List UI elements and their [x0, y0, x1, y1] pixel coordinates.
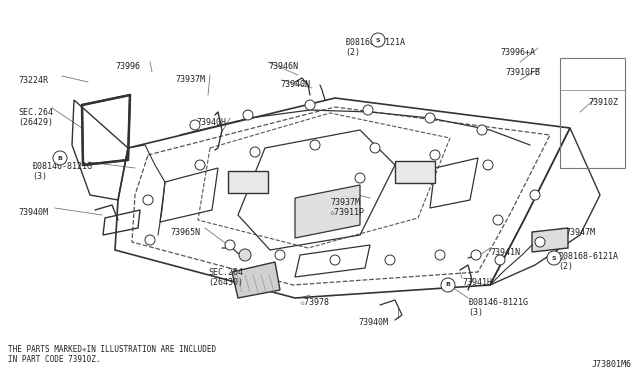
Text: J73801M6: J73801M6	[592, 360, 632, 369]
Text: Ð08146-8121G
(3): Ð08146-8121G (3)	[32, 162, 92, 182]
Circle shape	[143, 195, 153, 205]
Polygon shape	[532, 228, 568, 252]
Circle shape	[430, 150, 440, 160]
Text: SEC.264
(26429): SEC.264 (26429)	[18, 108, 53, 127]
Text: Ð08168-6121A
(2): Ð08168-6121A (2)	[558, 252, 618, 272]
Circle shape	[495, 255, 505, 265]
Circle shape	[435, 250, 445, 260]
Text: B: B	[58, 155, 63, 160]
Text: 73940M: 73940M	[18, 208, 48, 217]
Text: 73937M: 73937M	[175, 75, 205, 84]
Circle shape	[190, 120, 200, 130]
Circle shape	[275, 250, 285, 260]
Text: 73996+A: 73996+A	[500, 48, 535, 57]
Text: 73941N: 73941N	[490, 248, 520, 257]
Text: 73940M: 73940M	[358, 318, 388, 327]
Circle shape	[483, 160, 493, 170]
Circle shape	[371, 33, 385, 47]
Circle shape	[239, 249, 251, 261]
Circle shape	[355, 173, 365, 183]
Text: B: B	[445, 282, 451, 288]
Text: ✩73978: ✩73978	[300, 298, 330, 307]
Circle shape	[535, 237, 545, 247]
Circle shape	[471, 250, 481, 260]
Text: Ð08146-8121G
(3): Ð08146-8121G (3)	[468, 298, 528, 317]
Circle shape	[310, 140, 320, 150]
Circle shape	[225, 240, 235, 250]
Polygon shape	[295, 185, 360, 238]
Circle shape	[145, 235, 155, 245]
Text: 73910Z: 73910Z	[588, 98, 618, 107]
Circle shape	[547, 251, 561, 265]
Text: S: S	[552, 256, 556, 260]
Text: 73996: 73996	[115, 62, 140, 71]
Text: 73941H: 73941H	[462, 278, 492, 287]
Text: 73946N: 73946N	[268, 62, 298, 71]
Text: SEC.264
(26430): SEC.264 (26430)	[208, 268, 243, 288]
Circle shape	[243, 110, 253, 120]
FancyBboxPatch shape	[228, 171, 268, 193]
Text: 73224R: 73224R	[18, 76, 48, 85]
Circle shape	[477, 125, 487, 135]
Circle shape	[53, 151, 67, 165]
Circle shape	[493, 215, 503, 225]
Text: S: S	[376, 38, 380, 42]
Circle shape	[385, 255, 395, 265]
Text: 73910FB: 73910FB	[505, 68, 540, 77]
Circle shape	[195, 160, 205, 170]
Circle shape	[441, 278, 455, 292]
Circle shape	[250, 147, 260, 157]
Circle shape	[330, 255, 340, 265]
Text: 73940N: 73940N	[280, 80, 310, 89]
Text: Ð08168-6121A
(2): Ð08168-6121A (2)	[345, 38, 405, 57]
FancyBboxPatch shape	[395, 161, 435, 183]
Circle shape	[363, 105, 373, 115]
Circle shape	[425, 113, 435, 123]
Text: 73947M: 73947M	[565, 228, 595, 237]
Circle shape	[530, 190, 540, 200]
Text: THE PARTS MARKED✳IN ILLUSTRATION ARE INCLUDED
IN PART CODE 73910Z.: THE PARTS MARKED✳IN ILLUSTRATION ARE INC…	[8, 345, 216, 365]
Text: 73965N: 73965N	[170, 228, 200, 237]
Polygon shape	[232, 262, 280, 298]
Text: 73940H: 73940H	[196, 118, 226, 127]
Circle shape	[305, 100, 315, 110]
Text: 73937M
✩73911P: 73937M ✩73911P	[330, 198, 365, 217]
Circle shape	[370, 143, 380, 153]
